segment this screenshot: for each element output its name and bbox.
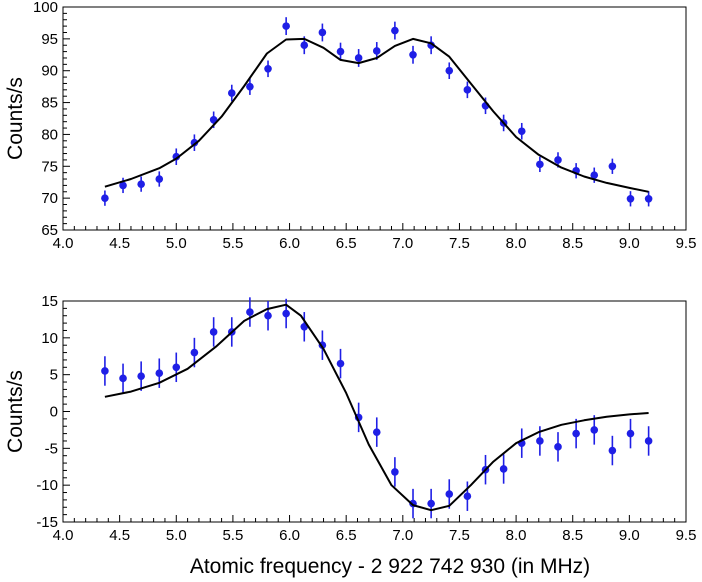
data-point xyxy=(517,127,526,136)
top-chart-panel: 4.0 4.5 5.0 5.5 6.0 6.5 7.0 7.5 8.0 8.5 9.0 9.5 65 70… xyxy=(4,0,696,252)
y-tick-label: 65 xyxy=(41,222,58,239)
y-axis-title: Counts/s xyxy=(4,77,27,160)
x-tick-label: 5.5 xyxy=(222,235,243,252)
x-tick-label: 5.0 xyxy=(166,235,187,252)
x-tick-label: 7.0 xyxy=(392,527,413,544)
data-point xyxy=(608,446,617,455)
data-point xyxy=(318,28,327,37)
x-tick-label: 6.0 xyxy=(279,235,300,252)
data-point xyxy=(372,47,381,55)
x-tick-label: 6.5 xyxy=(336,235,357,252)
x-tick-label: 4.5 xyxy=(109,527,130,544)
data-point xyxy=(590,171,599,180)
data-point xyxy=(101,194,109,202)
y-tick-label: 5 xyxy=(50,367,58,384)
data-point xyxy=(172,363,181,372)
data-point xyxy=(155,175,164,183)
data-point xyxy=(499,465,508,473)
x-tick-label: 4.0 xyxy=(53,527,74,544)
data-point xyxy=(626,429,635,438)
data-point xyxy=(572,429,580,438)
data-point xyxy=(644,194,653,203)
data-point xyxy=(119,181,127,190)
y-tick-label: 0 xyxy=(50,404,58,421)
y-tick-label: 70 xyxy=(41,190,58,207)
x-tick-label: 5.5 xyxy=(222,527,243,544)
x-tick-label: 9.0 xyxy=(619,527,640,544)
data-point xyxy=(391,26,399,35)
data-point xyxy=(137,180,145,188)
y-tick-label: -15 xyxy=(36,514,58,531)
data-point xyxy=(427,499,435,508)
data-point xyxy=(463,86,472,94)
data-point xyxy=(336,359,345,368)
data-point xyxy=(554,443,562,451)
data-point xyxy=(209,328,218,336)
data-point xyxy=(409,50,417,59)
data-point xyxy=(644,437,653,445)
x-tick-label: 8.0 xyxy=(506,527,527,544)
data-point xyxy=(227,89,236,97)
y-axis-title: Counts/s xyxy=(4,370,27,453)
data-point xyxy=(554,156,562,164)
data-point xyxy=(536,160,544,169)
x-tick-label: 4.0 xyxy=(53,235,74,252)
data-point xyxy=(119,374,127,383)
data-point xyxy=(445,490,454,498)
data-point xyxy=(282,309,290,318)
data-point xyxy=(101,367,109,375)
x-tick-label: 7.5 xyxy=(449,235,470,252)
x-tick-label: 7.0 xyxy=(392,235,413,252)
x-tick-label: 7.5 xyxy=(449,527,470,544)
data-point xyxy=(536,437,544,445)
data-point xyxy=(190,348,199,357)
plot-frame xyxy=(62,6,687,231)
data-point xyxy=(445,66,454,75)
x-tick-label: 6.0 xyxy=(279,527,300,544)
x-tick-label: 8.5 xyxy=(562,235,583,252)
data-point xyxy=(264,311,272,320)
fit-curve xyxy=(104,303,649,512)
data-point xyxy=(137,372,145,380)
y-tick-label: 80 xyxy=(41,126,58,143)
data-point xyxy=(282,22,290,30)
y-tick-label: 90 xyxy=(41,63,58,80)
data-point xyxy=(463,492,472,501)
data-point xyxy=(391,468,399,476)
x-tick-label: 9.0 xyxy=(619,235,640,252)
x-tick-label: 4.5 xyxy=(109,235,130,252)
x-tick-label: 8.0 xyxy=(506,235,527,252)
x-axis-title: Atomic frequency - 2 922 742 930 (in MHz… xyxy=(190,555,590,578)
y-tick-label: 85 xyxy=(41,95,58,112)
fit-curve xyxy=(104,37,649,193)
x-tick-label: 5.0 xyxy=(166,527,187,544)
data-point xyxy=(300,41,309,50)
data-point xyxy=(264,65,272,73)
data-point xyxy=(372,428,381,436)
y-tick-label: 95 xyxy=(41,31,58,48)
data-point xyxy=(155,369,164,377)
y-tick-label: -10 xyxy=(36,477,58,494)
data-point xyxy=(354,54,363,62)
y-tick-label: 100 xyxy=(33,0,58,16)
data-point xyxy=(246,308,254,316)
bottom-chart-panel: 4.0 4.5 5.0 5.5 6.0 6.5 7.0 7.5 8.0 8.5 9.0 9.5 -15 -… xyxy=(4,293,696,544)
x-tick-label: 8.5 xyxy=(562,527,583,544)
y-tick-label: 10 xyxy=(41,330,58,347)
x-tick-label: 9.5 xyxy=(676,527,697,544)
data-point xyxy=(590,426,599,434)
y-tick-label: 15 xyxy=(41,293,58,310)
data-point xyxy=(626,194,635,203)
y-tick-label: 75 xyxy=(41,158,58,175)
data-point xyxy=(336,47,345,56)
data-point xyxy=(608,162,617,171)
x-tick-label: 6.5 xyxy=(336,527,357,544)
data-point xyxy=(246,82,254,91)
y-tick-label: -5 xyxy=(45,440,58,457)
x-tick-label: 9.5 xyxy=(676,235,697,252)
